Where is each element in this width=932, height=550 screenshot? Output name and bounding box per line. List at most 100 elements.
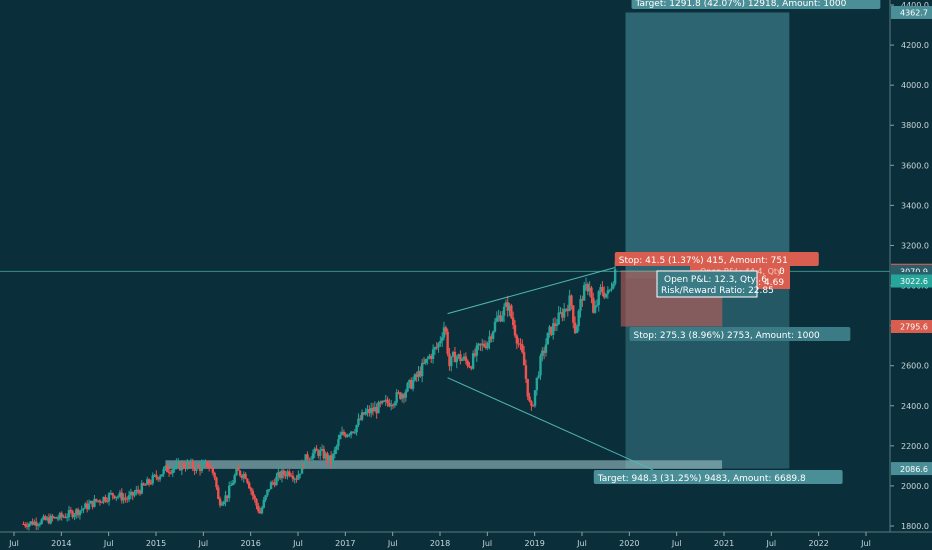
candle-body-37: [89, 500, 93, 504]
candle-body-157: [308, 458, 311, 460]
candle-body-43: [100, 502, 103, 504]
candle-body-11: [42, 516, 45, 520]
x-tick-label-0: Jul: [8, 539, 19, 548]
candle-body-82: [171, 469, 174, 474]
candle-body-243: [464, 356, 468, 361]
candle-body-223: [428, 355, 431, 359]
candle-body-169: [329, 455, 333, 464]
short-target-label-bg: [593, 470, 843, 484]
x-tick-label-5: 2016: [240, 539, 260, 548]
candle-body-46: [106, 500, 109, 502]
candle-body-185: [359, 418, 362, 420]
candle-body-172: [335, 446, 338, 450]
trendline-1: [447, 377, 654, 471]
candle-body-51: [115, 496, 118, 499]
candle-body-56: [124, 497, 127, 499]
trendline-0: [447, 267, 616, 315]
candle-body-147: [289, 475, 293, 477]
hidden-label-line1b: 0: [779, 267, 785, 277]
candle-body-271: [515, 335, 519, 344]
short-stop-label: Stop: 41.5 (1.37%) 415, Amount: 751: [619, 256, 788, 266]
candle-body-156: [306, 454, 309, 459]
candle-body-29: [75, 509, 78, 515]
candle-body-197: [380, 400, 384, 404]
candle-body-69: [147, 479, 151, 484]
price-badges: 4362.73076.43070.93034.93022.62795.62086…: [891, 5, 932, 476]
candle-body-42: [98, 500, 102, 503]
x-tick-label-9: 2018: [430, 539, 450, 548]
candle-body-302: [572, 305, 575, 323]
candle-body-234: [448, 353, 451, 367]
candle-body-120: [240, 475, 244, 479]
candle-body-170: [331, 454, 335, 464]
candle-body-199: [384, 399, 387, 402]
candle-body-113: [227, 485, 231, 499]
candle-body-232: [444, 327, 448, 332]
candle-body-208: [400, 394, 404, 399]
x-tick-label-14: Jul: [671, 539, 682, 548]
candle-body-71: [151, 475, 154, 484]
time-axis[interactable]: Jul 2014 Jul 2015 Jul 2016 Jul 2017 Jul 2018 Jul 20…: [0, 531, 932, 550]
candle-body-125: [249, 488, 253, 491]
candle-body-320: [604, 293, 608, 298]
candle-body-193: [373, 406, 377, 412]
candle-body-259: [493, 321, 497, 332]
candle-body-168: [328, 455, 331, 461]
candle-body-292: [553, 323, 557, 327]
candle-body-163: [319, 450, 322, 456]
short-stop-label-bg: [614, 252, 819, 266]
candle-body-189: [366, 409, 369, 412]
candle-body-19: [56, 518, 60, 520]
x-tick-label-7: 2017: [335, 539, 355, 548]
pnl-line2: Risk/Reward Ratio: 22.85: [661, 286, 774, 296]
candle-body-62: [135, 489, 138, 494]
support-zone: [165, 460, 723, 469]
candle-body-45: [104, 496, 107, 501]
candle-body-140: [277, 472, 280, 477]
candle-body-141: [278, 472, 282, 479]
candle-body-325: [613, 269, 617, 284]
candle-body-218: [419, 370, 422, 377]
candle-body-64: [138, 491, 142, 494]
candle-body-319: [603, 292, 606, 298]
candle-body-4: [29, 521, 32, 524]
candle-body-272: [517, 343, 520, 345]
candle-body-225: [431, 349, 435, 359]
candle-body-114: [229, 485, 233, 487]
candle-body-301: [570, 295, 573, 306]
candle-body-255: [486, 342, 489, 349]
candle-body-70: [149, 483, 153, 485]
candle-body-263: [501, 315, 504, 322]
candle-body-116: [233, 475, 236, 483]
candle-body-257: [490, 336, 493, 339]
candle-body-2: [25, 525, 29, 528]
candle-body-305: [577, 310, 580, 327]
y-tick-label-10: 3800.0: [901, 121, 929, 130]
candle-body-95: [195, 464, 198, 471]
candle-body-137: [271, 482, 275, 484]
candle-body-267: [508, 305, 511, 311]
candle-body-150: [295, 478, 298, 480]
candle-body-103: [209, 467, 213, 469]
candle-body-246: [470, 367, 473, 369]
x-tick-label-1: 2014: [51, 539, 71, 548]
price-badge-6: 2086.6: [900, 465, 928, 474]
candle-body-303: [573, 322, 577, 334]
candle-body-265: [504, 302, 508, 307]
candle-body-96: [197, 464, 200, 467]
candle-body-324: [612, 283, 615, 289]
candle-body-282: [535, 377, 539, 391]
candle-body-231: [442, 327, 446, 338]
y-tick-label-2: 2200.0: [901, 442, 929, 451]
candle-body-250: [477, 343, 480, 346]
y-tick-label-3: 2400.0: [901, 402, 929, 411]
candle-body-192: [371, 407, 375, 412]
candle-body-215: [413, 374, 417, 381]
candle-body-133: [264, 495, 267, 500]
pnl-box-bg: [656, 270, 758, 298]
candle-body-241: [461, 359, 464, 361]
candle-body-228: [437, 343, 440, 348]
candle-body-32: [80, 509, 83, 511]
candle-body-220: [422, 362, 426, 364]
